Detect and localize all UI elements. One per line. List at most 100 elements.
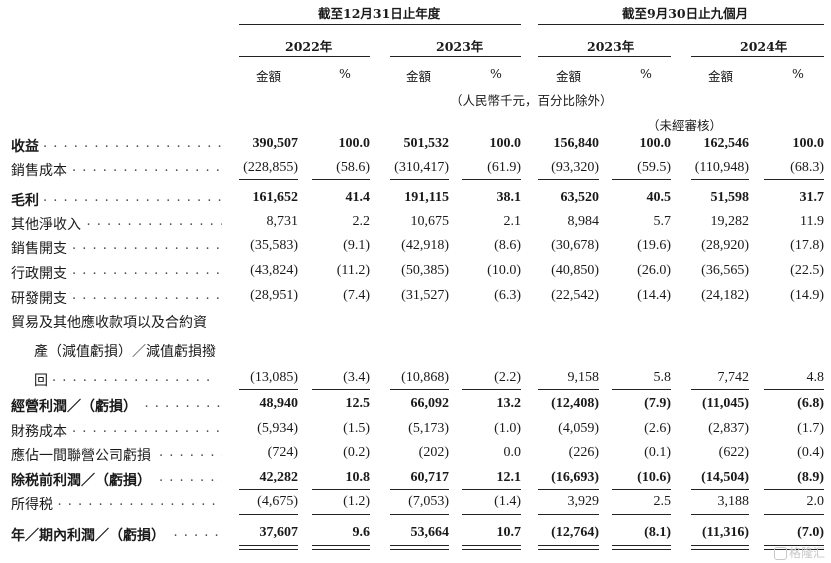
table-cell: 10.7 bbox=[496, 525, 522, 540]
table-cell: (226) bbox=[568, 445, 599, 460]
table-cell: (5,173) bbox=[408, 421, 449, 436]
leader-dots: . . . . . . . . . . . . . . . . . . . . … bbox=[159, 445, 222, 460]
subtotal-rule bbox=[691, 514, 749, 515]
table-cell: 8,984 bbox=[567, 214, 600, 229]
table-cell: (19.6) bbox=[637, 238, 671, 253]
table-cell: 8,731 bbox=[266, 214, 299, 229]
table-cell: (61.9) bbox=[487, 160, 521, 175]
table-cell: 162,546 bbox=[703, 136, 750, 151]
total-double-rule bbox=[764, 545, 824, 550]
subtotal-rule bbox=[691, 389, 749, 390]
year-2023: 2023年 bbox=[436, 39, 484, 54]
row-label: 除税前利潤／（虧損） bbox=[11, 473, 151, 489]
table-cell: (12,408) bbox=[551, 396, 599, 411]
period-full-year-header: 截至12月31日止年度 bbox=[318, 6, 441, 21]
subtotal-rule bbox=[764, 514, 824, 515]
row-label: 行政開支 bbox=[11, 266, 67, 282]
table-cell: (0.1) bbox=[644, 445, 671, 460]
col-percent: % bbox=[339, 66, 351, 81]
table-cell: (42,918) bbox=[401, 238, 449, 253]
period-nine-months-header: 截至9月30日止九個月 bbox=[622, 6, 749, 21]
table-cell: (10,868) bbox=[401, 370, 449, 385]
table-cell: 12.1 bbox=[496, 470, 522, 485]
table-cell: (24,182) bbox=[701, 288, 749, 303]
table-cell: (9.1) bbox=[343, 238, 370, 253]
table-cell: (1.2) bbox=[343, 494, 370, 509]
table-cell: 161,652 bbox=[252, 190, 299, 205]
table-cell: 48,940 bbox=[259, 396, 299, 411]
total-double-rule bbox=[612, 545, 671, 550]
table-cell: (4,675) bbox=[257, 494, 298, 509]
leader-dots: . . . . . . . . . . . . . . . . . . . . … bbox=[52, 370, 216, 385]
table-cell: (2.6) bbox=[644, 421, 671, 436]
table-cell: 2.2 bbox=[352, 214, 371, 229]
table-cell: (6.8) bbox=[797, 396, 824, 411]
table-cell: (310,417) bbox=[394, 160, 449, 175]
row-label: 毛利 bbox=[11, 193, 39, 209]
total-double-rule bbox=[691, 545, 749, 550]
table-cell: 191,115 bbox=[404, 190, 449, 205]
subtotal-rule bbox=[390, 179, 449, 180]
table-cell: (5,934) bbox=[257, 421, 298, 436]
table-cell: 7,742 bbox=[717, 370, 750, 385]
header-rule bbox=[239, 24, 521, 25]
table-cell: (59.5) bbox=[637, 160, 671, 175]
table-cell: (8.6) bbox=[494, 238, 521, 253]
table-cell: (35,583) bbox=[250, 238, 298, 253]
year-2023-nine-months: 2023年 bbox=[587, 39, 635, 54]
table-cell: (14.9) bbox=[790, 288, 824, 303]
table-cell: (14.4) bbox=[637, 288, 671, 303]
leader-dots: . . . . . . . . . . . . . . . . . . . . … bbox=[43, 190, 222, 205]
subtotal-rule bbox=[239, 389, 298, 390]
table-cell: 19,282 bbox=[710, 214, 750, 229]
col-percent: % bbox=[792, 66, 804, 81]
table-cell: (8.1) bbox=[644, 525, 671, 540]
table-cell: (40,850) bbox=[551, 263, 599, 278]
total-double-rule bbox=[538, 545, 599, 550]
table-cell: (7.0) bbox=[797, 525, 824, 540]
table-cell: (4,059) bbox=[558, 421, 599, 436]
table-cell: 390,507 bbox=[252, 136, 299, 151]
table-cell: 100.0 bbox=[338, 136, 371, 151]
subtotal-rule bbox=[390, 489, 449, 490]
row-label: 財務成本 bbox=[11, 424, 67, 440]
table-cell: (10.6) bbox=[637, 470, 671, 485]
table-cell: 501,532 bbox=[403, 136, 450, 151]
subtotal-rule bbox=[312, 179, 370, 180]
col-amount: 金額 bbox=[256, 69, 282, 84]
year-2022: 2022年 bbox=[285, 39, 333, 54]
subtotal-rule bbox=[538, 179, 599, 180]
subtotal-rule bbox=[462, 514, 521, 515]
leader-dots: . . . . . . . . . . . . . . . . . . . . … bbox=[72, 238, 222, 253]
subtotal-rule bbox=[239, 489, 298, 490]
total-double-rule bbox=[312, 545, 370, 550]
table-cell: 0.0 bbox=[503, 445, 522, 460]
unaudited-note: （未經審核） bbox=[647, 118, 723, 133]
subtotal-rule bbox=[312, 514, 370, 515]
row-label: 貿易及其他應收款項以及合約資 bbox=[11, 315, 207, 331]
subtotal-rule bbox=[764, 179, 824, 180]
subtotal-rule bbox=[538, 389, 599, 390]
table-cell: (36,565) bbox=[701, 263, 749, 278]
subtotal-rule bbox=[691, 489, 749, 490]
table-cell: 100.0 bbox=[489, 136, 522, 151]
table-cell: 12.5 bbox=[345, 396, 371, 411]
table-cell: (11,316) bbox=[701, 525, 749, 540]
table-cell: (1.0) bbox=[494, 421, 521, 436]
table-cell: (110,948) bbox=[694, 160, 749, 175]
col-amount: 金額 bbox=[708, 69, 734, 84]
table-cell: (43,824) bbox=[250, 263, 298, 278]
table-cell: (11,045) bbox=[701, 396, 749, 411]
header-rule bbox=[538, 24, 824, 25]
table-cell: (1.4) bbox=[494, 494, 521, 509]
subtotal-rule bbox=[612, 489, 671, 490]
leader-dots: . . . . . . . . . . . . . . . . . . . . … bbox=[72, 421, 222, 436]
row-label: 銷售成本 bbox=[11, 163, 67, 179]
subtotal-rule bbox=[462, 389, 521, 390]
table-cell: (622) bbox=[718, 445, 749, 460]
table-cell: (58.6) bbox=[336, 160, 370, 175]
table-cell: (22.5) bbox=[790, 263, 824, 278]
row-label: 研發開支 bbox=[11, 291, 67, 307]
subtotal-rule bbox=[390, 514, 449, 515]
total-double-rule bbox=[462, 545, 521, 550]
